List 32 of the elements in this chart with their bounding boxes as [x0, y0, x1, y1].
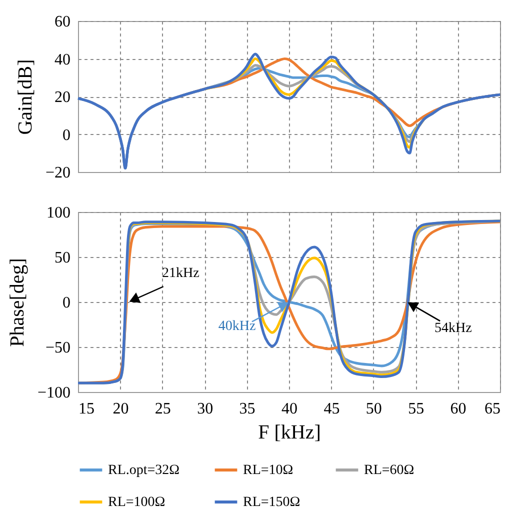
y-tick-label: 40	[54, 51, 70, 68]
x-tick-label: 40	[282, 400, 298, 418]
y-axis-title: Phase[deg]	[6, 258, 28, 347]
y-tick-label: 50	[54, 250, 70, 266]
annotation: 54kHz	[434, 321, 472, 336]
legend-label: RL=100Ω	[108, 495, 166, 508]
x-tick-label: 30	[197, 400, 214, 418]
x-tick-label: 25	[154, 400, 171, 418]
x-axis-title: F [kHz]	[258, 422, 321, 444]
x-tick-label: 20	[112, 400, 129, 418]
x-tick-label: 45	[324, 400, 340, 418]
x-tick-label: 35	[239, 400, 256, 418]
legend-label: RL=10Ω	[243, 463, 294, 478]
y-tick-label: −100	[37, 384, 70, 402]
y-tick-label: 100	[46, 204, 70, 222]
annotation: 40kHz	[218, 319, 256, 334]
y-tick-label: −20	[45, 164, 70, 182]
x-tick-label: 50	[366, 400, 382, 418]
y-tick-label: 20	[54, 89, 70, 106]
x-tick-label: 65	[484, 400, 500, 418]
x-tick-label: 15	[78, 400, 94, 418]
y-tick-label: 0	[62, 294, 70, 312]
legend-label: RL.opt=32Ω	[108, 463, 180, 478]
x-tick-label: 55	[408, 400, 424, 418]
legend-label: RL=60Ω	[364, 463, 414, 478]
y-tick-label: 60	[54, 14, 70, 30]
x-tick-label: 60	[450, 400, 466, 418]
annotation: 21kHz	[162, 266, 200, 281]
y-tick-label: 0	[62, 126, 70, 144]
legend-label: RL=150Ω	[243, 495, 300, 508]
y-tick-label: −50	[45, 340, 70, 356]
y-axis-title: Gain[dB]	[14, 59, 36, 135]
